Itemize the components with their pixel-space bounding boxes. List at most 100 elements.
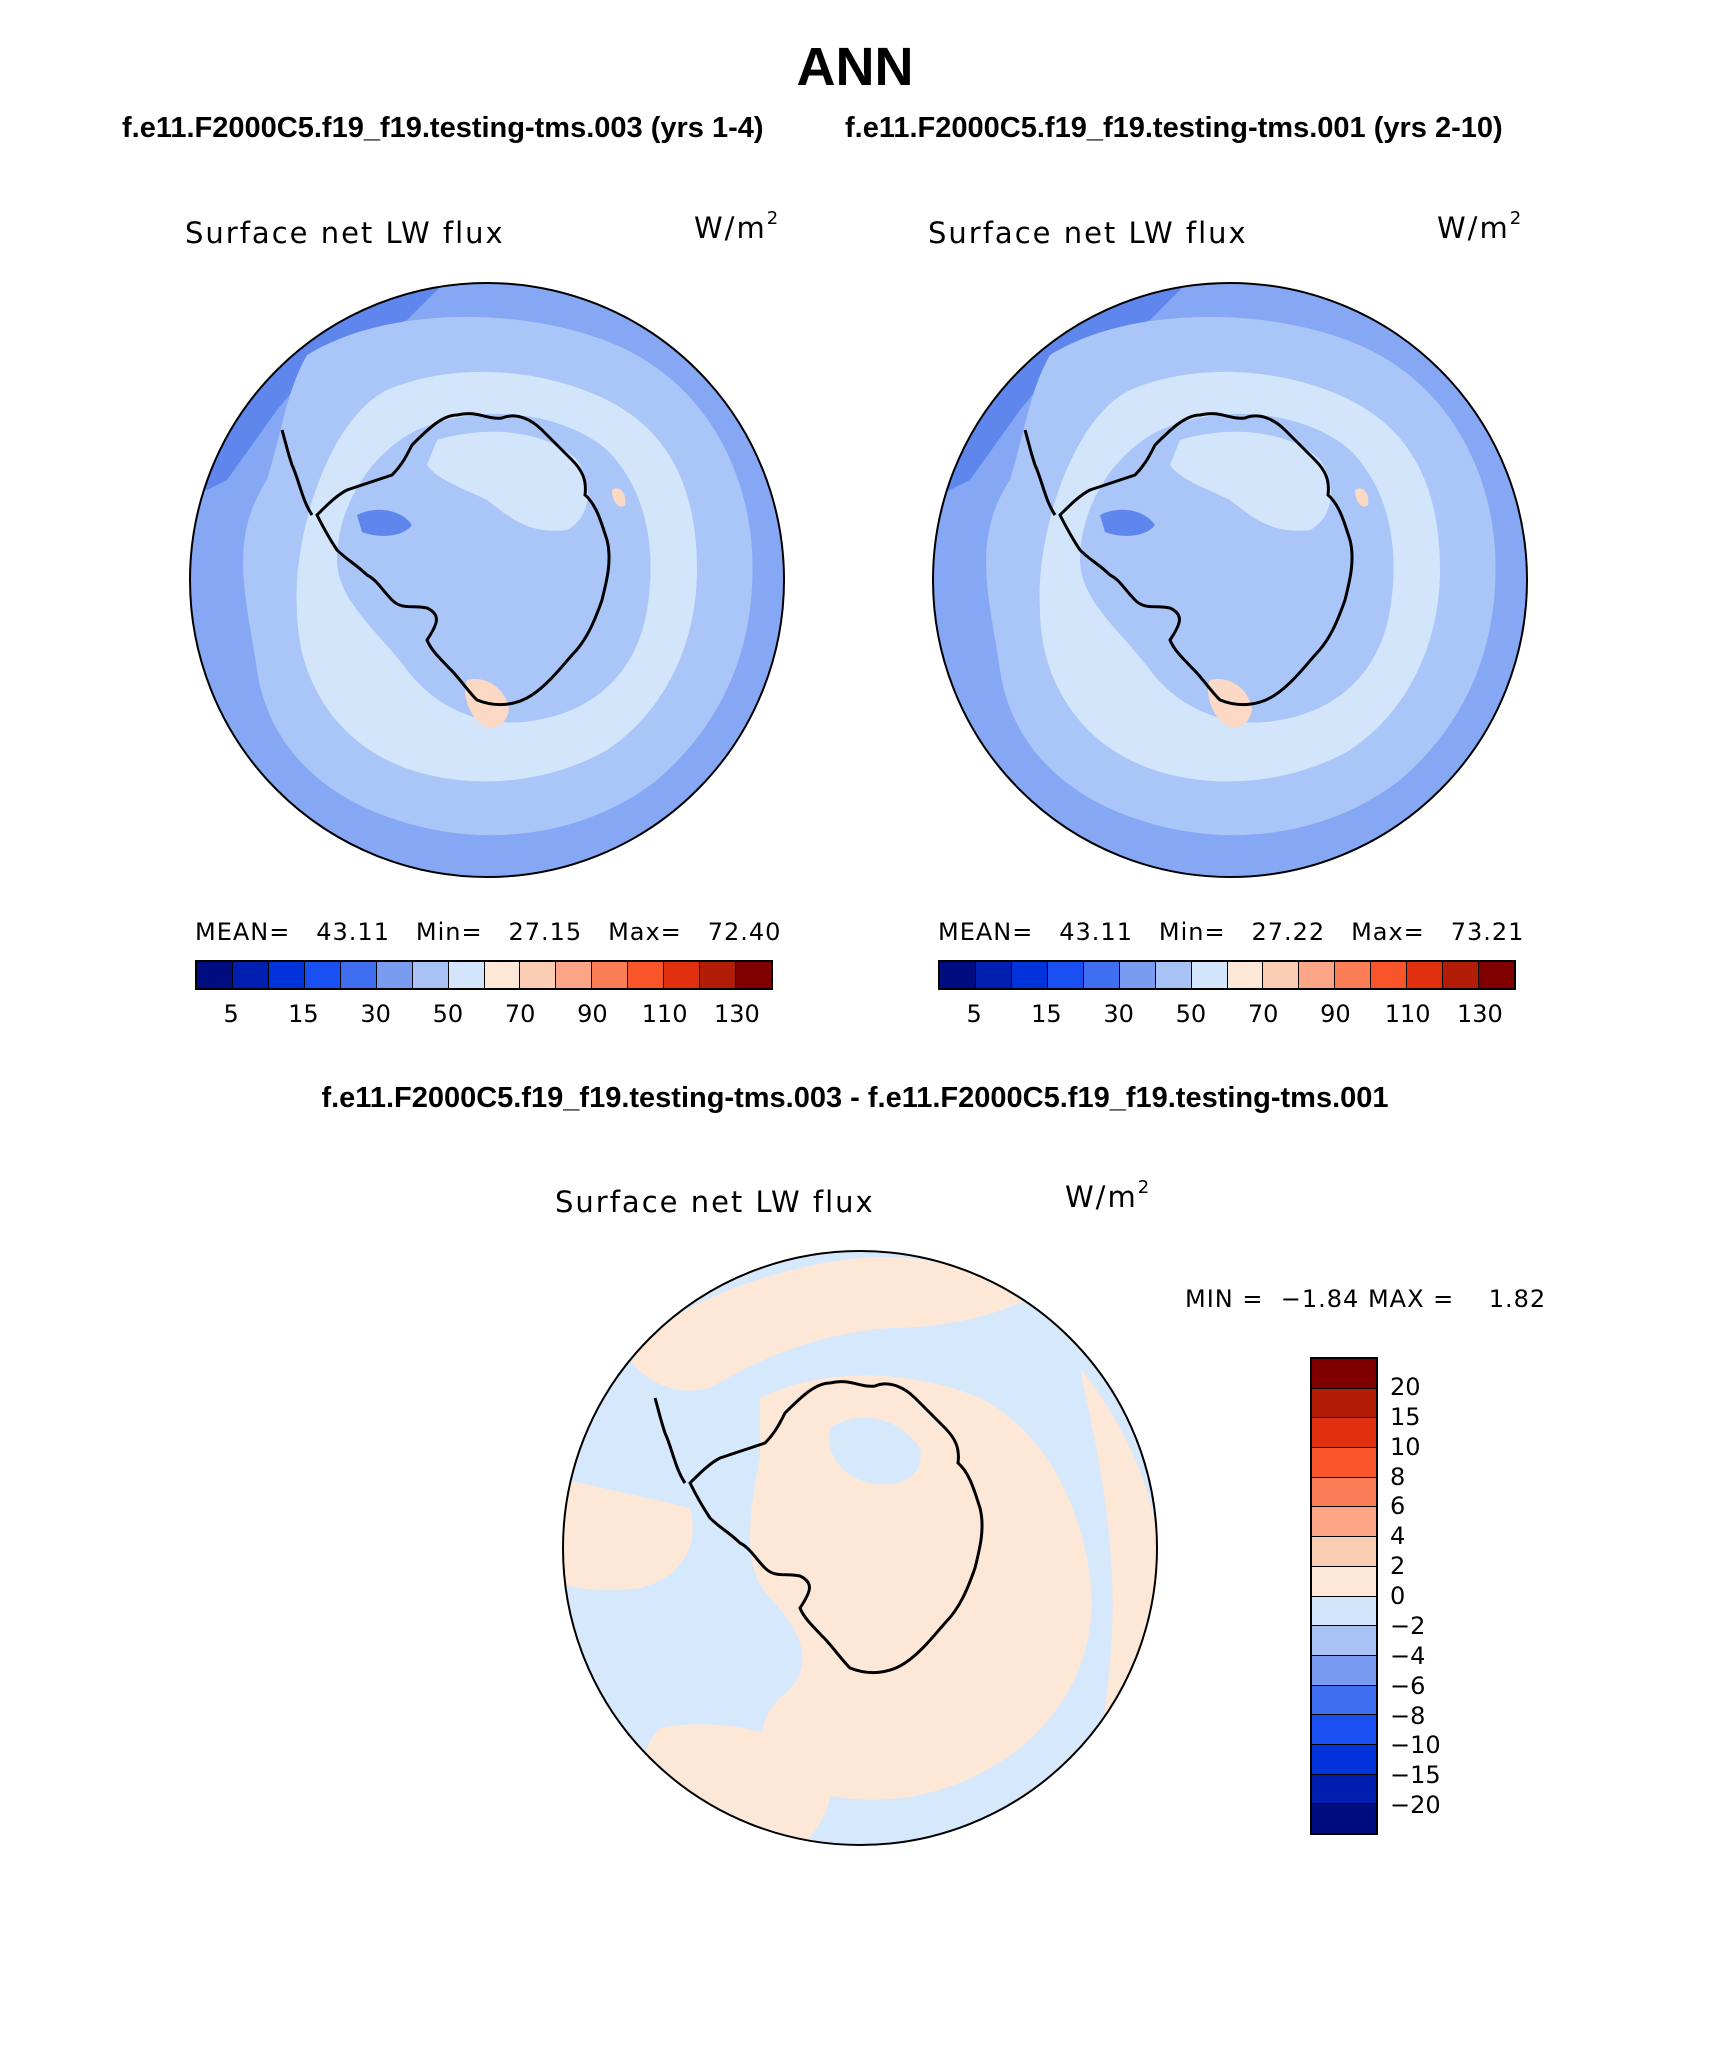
- map2-colorbar-swatch: [1299, 962, 1336, 988]
- map2-colorbar-swatch: [1263, 962, 1300, 988]
- diff-colorbar-swatch: [1312, 1715, 1376, 1745]
- map2-deep-embayment: [1100, 509, 1155, 536]
- diff-variable-label: Surface net LW flux: [555, 1185, 875, 1219]
- map2-coastline: [1058, 412, 1354, 707]
- map2-weddell-warm: [1355, 488, 1369, 507]
- map1-colorbar-tick-label: 110: [641, 1000, 688, 1028]
- diff-cool-interior: [829, 1417, 921, 1485]
- diff-colorbar: [1310, 1357, 1378, 1835]
- map1-colorbar-tick-label: 15: [288, 1000, 319, 1028]
- map1-colorbar-swatch: [700, 962, 737, 988]
- diff-colorbar-tick-label: −15: [1390, 1761, 1441, 1790]
- map2-colorbar-tick-label: 70: [1247, 1000, 1279, 1028]
- map1-colorbar-swatch: [268, 962, 305, 988]
- diff-colorbar-tick-label: −8: [1390, 1701, 1426, 1730]
- map2-colorbar-swatch: [1443, 962, 1480, 988]
- diff-colorbar-swatch: [1312, 1804, 1376, 1833]
- map2-colorbar-swatch: [1155, 962, 1192, 988]
- diff-colorbar-tick-label: 6: [1390, 1492, 1406, 1521]
- map1-colorbar-swatch: [736, 962, 771, 988]
- map2-colorbar-swatch: [1479, 962, 1514, 988]
- map1-stats: MEAN= 43.11 Min= 27.15 Max= 72.40: [195, 918, 782, 946]
- diff-colorbar-tick-label: 2: [1390, 1552, 1406, 1581]
- map1-colorbar-swatch: [340, 962, 377, 988]
- diff-colorbar-swatch: [1312, 1359, 1376, 1389]
- map1-units: W/m2: [694, 208, 781, 245]
- diff-panel-header: f.e11.F2000C5.f19_f19.testing-tms.003 - …: [321, 1082, 1389, 1114]
- map2-colorbar-swatch: [940, 962, 976, 988]
- map1-colorbar-tick-label: 30: [360, 1000, 391, 1028]
- diff-warm-top: [620, 1257, 1030, 1391]
- map2-colorbar-tick-label: 50: [1175, 1000, 1207, 1028]
- diff-colorbar-swatch: [1312, 1418, 1376, 1449]
- map1-colorbar-swatch: [664, 962, 701, 988]
- map1-colorbar-tick-label: 50: [432, 1000, 464, 1028]
- map1-colorbar-swatch: [520, 962, 557, 988]
- diff-colorbar-swatch: [1312, 1448, 1376, 1478]
- map2-colorbar-swatch: [1119, 962, 1156, 988]
- diff-colorbar-tick-label: −2: [1390, 1611, 1426, 1640]
- map2-colorbar-swatch: [1083, 962, 1120, 988]
- map2-colorbar-tick-label: 90: [1320, 1000, 1351, 1028]
- left-panel-header: f.e11.F2000C5.f19_f19.testing-tms.003 (y…: [122, 112, 764, 144]
- map2-stats: MEAN= 43.11 Min= 27.22 Max= 73.21: [938, 918, 1525, 946]
- map2-colorbar-swatch: [1047, 962, 1084, 988]
- diff-colorbar-swatch: [1312, 1655, 1376, 1686]
- diff-colorbar-swatch: [1312, 1685, 1376, 1716]
- map2-colorbar-swatch: [1191, 962, 1228, 988]
- map2-interior-light: [1170, 431, 1331, 531]
- diff-colorbar-tick-label: −20: [1390, 1791, 1441, 1820]
- map1-frame: [189, 282, 785, 878]
- diff-colorbar-swatch: [1312, 1596, 1376, 1627]
- map2-colorbar-swatch: [1335, 962, 1372, 988]
- diff-frame: [562, 1250, 1158, 1846]
- diff-colorbar-swatch: [1312, 1744, 1376, 1775]
- map1-colorbar: [195, 960, 773, 990]
- map1-colorbar-swatch: [197, 962, 233, 988]
- map2-colorbar-swatch: [1011, 962, 1048, 988]
- map1-colorbar-tick-label: 5: [223, 1000, 239, 1028]
- map2-colorbar-swatch: [1371, 962, 1408, 988]
- diff-units: W/m2: [1065, 1177, 1152, 1214]
- map2-colorbar-swatch: [975, 962, 1012, 988]
- map2-colorbar-swatch: [1407, 962, 1444, 988]
- map1-weddell-warm: [612, 488, 626, 507]
- map1-polar-map: [189, 282, 785, 878]
- diff-polar-map: [562, 1250, 1158, 1846]
- map2-frame: [932, 282, 1528, 878]
- diff-peninsula: [653, 1397, 687, 1484]
- map1-variable-label: Surface net LW flux: [185, 216, 505, 250]
- right-panel-header: f.e11.F2000C5.f19_f19.testing-tms.001 (y…: [845, 112, 1503, 144]
- map1-colorbar-swatch: [304, 962, 341, 988]
- map2-colorbar-tick-label: 15: [1031, 1000, 1062, 1028]
- map1-colorbar-swatch: [628, 962, 665, 988]
- diff-colorbar-swatch: [1312, 1626, 1376, 1656]
- map2-peninsula: [1023, 429, 1057, 516]
- map1-colorbar-swatch: [448, 962, 485, 988]
- diff-colorbar-tick-label: 0: [1390, 1582, 1406, 1610]
- map2-colorbar-tick-label: 30: [1103, 1000, 1134, 1028]
- diff-colorbar-tick-label: 4: [1390, 1522, 1406, 1551]
- map1-interior-light: [427, 431, 588, 531]
- map1-colorbar-swatch: [232, 962, 269, 988]
- map2-colorbar-tick-label: 130: [1456, 1000, 1503, 1028]
- diff-colorbar-swatch: [1312, 1774, 1376, 1805]
- map1-coastline: [315, 412, 611, 707]
- diff-colorbar-tick-label: 15: [1390, 1402, 1421, 1431]
- map1-colorbar-swatch: [376, 962, 413, 988]
- map1-colorbar-swatch: [556, 962, 593, 988]
- map2-colorbar-tick-label: 110: [1384, 1000, 1431, 1028]
- diff-colorbar-tick-label: 10: [1390, 1432, 1421, 1461]
- map2-colorbar: [938, 960, 1516, 990]
- diff-warm-left: [563, 1478, 693, 1591]
- map1-colorbar-tick-label: 130: [713, 1000, 760, 1028]
- diff-coastline: [688, 1380, 984, 1675]
- map1-colorbar-tick-label: 90: [577, 1000, 608, 1028]
- diff-colorbar-swatch: [1312, 1537, 1376, 1567]
- diff-colorbar-tick-label: 20: [1390, 1372, 1421, 1401]
- diff-colorbar-swatch: [1312, 1388, 1376, 1419]
- diff-colorbar-tick-label: 8: [1390, 1462, 1406, 1491]
- map2-variable-label: Surface net LW flux: [928, 216, 1248, 250]
- diff-colorbar-swatch: [1312, 1507, 1376, 1538]
- map1-deep-embayment: [357, 509, 412, 536]
